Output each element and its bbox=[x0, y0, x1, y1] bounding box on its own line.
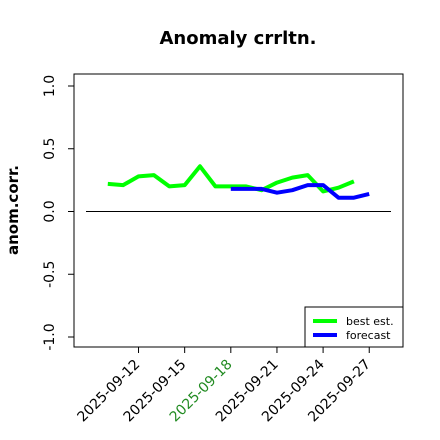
y-tick-label: 0.5 bbox=[42, 138, 58, 160]
y-tick-label: -1.0 bbox=[42, 323, 58, 350]
legend-label-best-est: best est. bbox=[346, 315, 394, 328]
chart-title: Anomaly crrltn. bbox=[159, 28, 316, 49]
series-line-best-est bbox=[107, 164, 355, 194]
plot-frame bbox=[73, 73, 404, 348]
y-axis-label: anom.corr. bbox=[4, 165, 22, 255]
series-line-forecast bbox=[230, 183, 370, 200]
legend: best est. forecast bbox=[304, 306, 404, 348]
y-tick-label: 0.0 bbox=[42, 200, 58, 222]
y-tick-label: 1.0 bbox=[42, 75, 58, 97]
y-tick-label: -0.5 bbox=[42, 261, 58, 288]
series-layer bbox=[107, 164, 370, 200]
legend-label-forecast: forecast bbox=[346, 329, 391, 342]
y-axis: -1.0 -0.5 0.0 0.5 1.0 bbox=[42, 75, 74, 351]
legend-box bbox=[304, 306, 404, 348]
x-axis: 2025-09-122025-09-152025-09-182025-09-21… bbox=[74, 347, 374, 425]
